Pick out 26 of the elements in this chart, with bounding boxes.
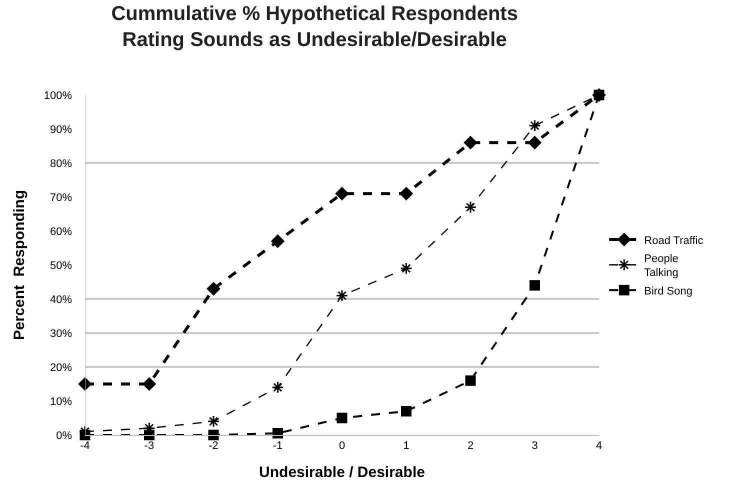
y-tick-label: 100% [44, 90, 72, 102]
y-tick-label: 10% [50, 396, 72, 408]
x-tick-label: 4 [596, 440, 602, 452]
x-axis-title: Undesirable / Desirable [259, 464, 425, 482]
y-tick-label: 50% [50, 260, 72, 272]
y-tick-label: 60% [50, 226, 72, 238]
x-tick-label: -3 [144, 440, 154, 452]
y-tick-label: 40% [50, 294, 72, 306]
x-tick-label: -1 [272, 440, 283, 452]
x-tick-label: 3 [532, 440, 538, 452]
chart-title: Cummulative % Hypothetical Respondents Rating Sounds as Undesirable/Desirable [111, 2, 518, 51]
y-tick-label: 0% [56, 430, 72, 442]
legend-label: Road Traffic [644, 234, 704, 247]
y-tick-label: 80% [50, 158, 72, 170]
legend-label: Bird Song [644, 285, 692, 298]
y-tick-label: 20% [50, 362, 72, 374]
y-tick-label: 90% [50, 124, 72, 136]
x-tick-label: 0 [338, 440, 346, 452]
y-tick-label: 30% [50, 328, 72, 340]
y-axis-title: Percent Responding [11, 190, 28, 340]
x-tick-label: -2 [208, 440, 218, 452]
legend-label: People Talking [644, 252, 678, 280]
y-tick-label: 70% [50, 192, 72, 204]
x-tick-label: 1 [403, 440, 410, 452]
x-tick-label: -4 [80, 440, 90, 452]
x-tick-label: 2 [467, 440, 474, 452]
